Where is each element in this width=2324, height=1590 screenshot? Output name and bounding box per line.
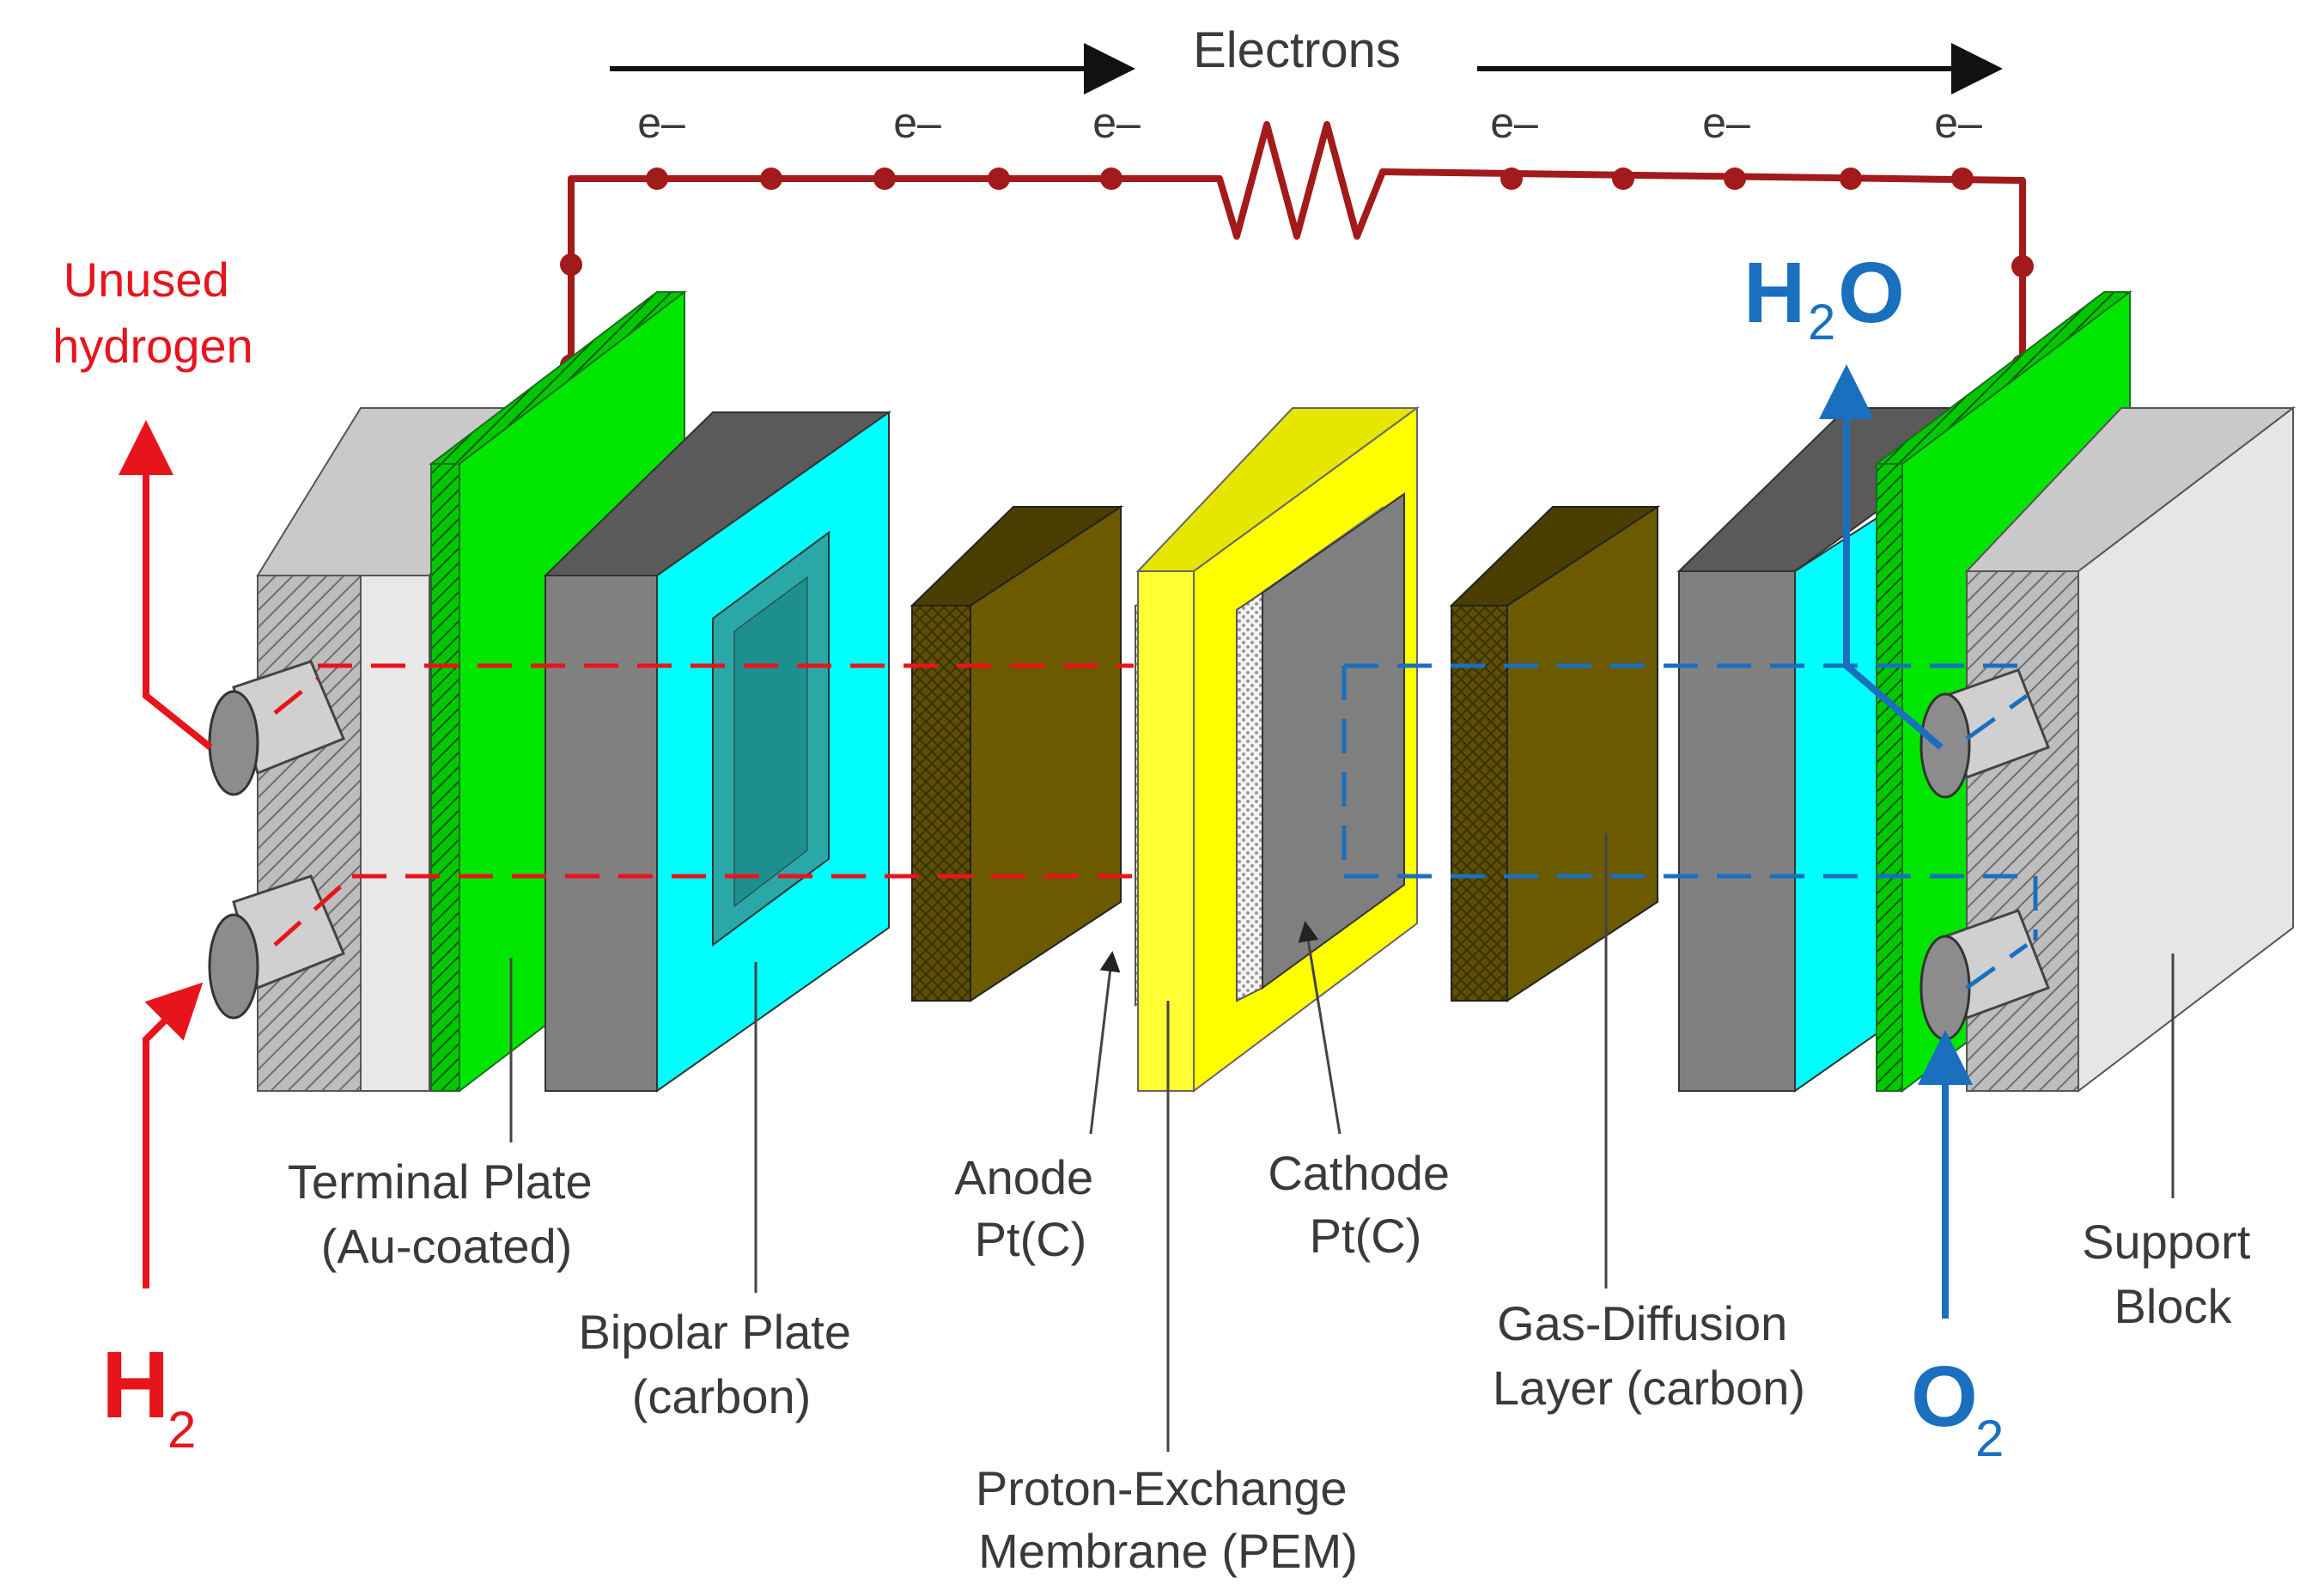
bipolar-plate-line2: (carbon): [632, 1369, 812, 1423]
o2-main: O: [1911, 1349, 1978, 1445]
unused-hydrogen-label: Unused hydrogen: [52, 253, 253, 373]
pem-line1: Proton-Exchange: [976, 1461, 1348, 1515]
h2-label: H 2: [101, 1332, 196, 1459]
hydrogen-arrows: [119, 420, 213, 1288]
left-bipolar-plate: [543, 411, 892, 1093]
gas-diffusion-layer-label: Gas-Diffusion Layer (carbon): [1493, 1296, 1805, 1415]
oxygen-flow-paths: [1341, 663, 2038, 990]
pem-line2: Membrane (PEM): [978, 1524, 1358, 1578]
cathode-line1: Cathode: [1268, 1146, 1450, 1200]
o2-sub: 2: [1975, 1410, 2004, 1467]
electron-symbol: e–: [1490, 99, 1538, 147]
electron-symbol: e–: [1702, 99, 1750, 147]
electron-symbol: e–: [1092, 99, 1141, 147]
proton-exchange-membrane: [1135, 406, 1421, 1093]
cathode-gas-diffusion-layer: [1449, 505, 1661, 1002]
leader-lines: [509, 833, 2175, 1452]
electron-symbol: e–: [893, 99, 941, 147]
bipolar-plate-label: Bipolar Plate (carbon): [578, 1305, 864, 1423]
oxygen-port: [1919, 668, 2050, 1041]
right-support-block: [1919, 405, 2296, 1094]
oxygen-arrows: [1819, 364, 1973, 1319]
electron-symbol: e–: [1934, 99, 1982, 147]
anode-line2: Pt(C): [975, 1212, 1087, 1266]
h2-sub: 2: [167, 1401, 196, 1459]
support-block-line2: Block: [2114, 1279, 2233, 1333]
gdl-line1: Gas-Diffusion: [1497, 1296, 1787, 1350]
terminal-plate-line1: Terminal Plate: [288, 1154, 593, 1209]
cathode-label: Cathode Pt(C): [1268, 1146, 1463, 1263]
h2o-h: H: [1743, 245, 1805, 341]
unused-hydrogen-line1: Unused: [64, 253, 229, 307]
h2o-sub: 2: [1808, 295, 1835, 350]
h2o-o: O: [1838, 245, 1905, 341]
external-circuit: Electrons e– e– e– e– e– e–: [560, 22, 2034, 376]
cathode-line2: Pt(C): [1310, 1209, 1422, 1263]
terminal-plate-label: Terminal Plate (Au-coated): [288, 1154, 605, 1273]
support-block-line1: Support: [2082, 1215, 2251, 1269]
electrons-label: Electrons: [1193, 22, 1401, 78]
support-block-label: Support Block: [2082, 1215, 2264, 1333]
h2-main: H: [101, 1332, 169, 1438]
anode-gas-diffusion-layer: [910, 505, 1124, 1002]
electron-symbol: e–: [637, 99, 685, 147]
anode-line1: Anode: [954, 1150, 1093, 1204]
h2o-label: H 2 O: [1743, 245, 1905, 350]
gdl-line2: Layer (carbon): [1493, 1361, 1805, 1415]
hydrogen-flow-paths: [273, 663, 1134, 947]
terminal-plate-line2: (Au-coated): [321, 1219, 573, 1273]
unused-hydrogen-line2: hydrogen: [52, 319, 253, 373]
bipolar-plate-line1: Bipolar Plate: [578, 1305, 851, 1359]
anode-label: Anode Pt(C): [954, 1150, 1107, 1266]
pem-label: Proton-Exchange Membrane (PEM): [976, 1461, 1360, 1578]
o2-label: O 2: [1911, 1349, 2004, 1467]
